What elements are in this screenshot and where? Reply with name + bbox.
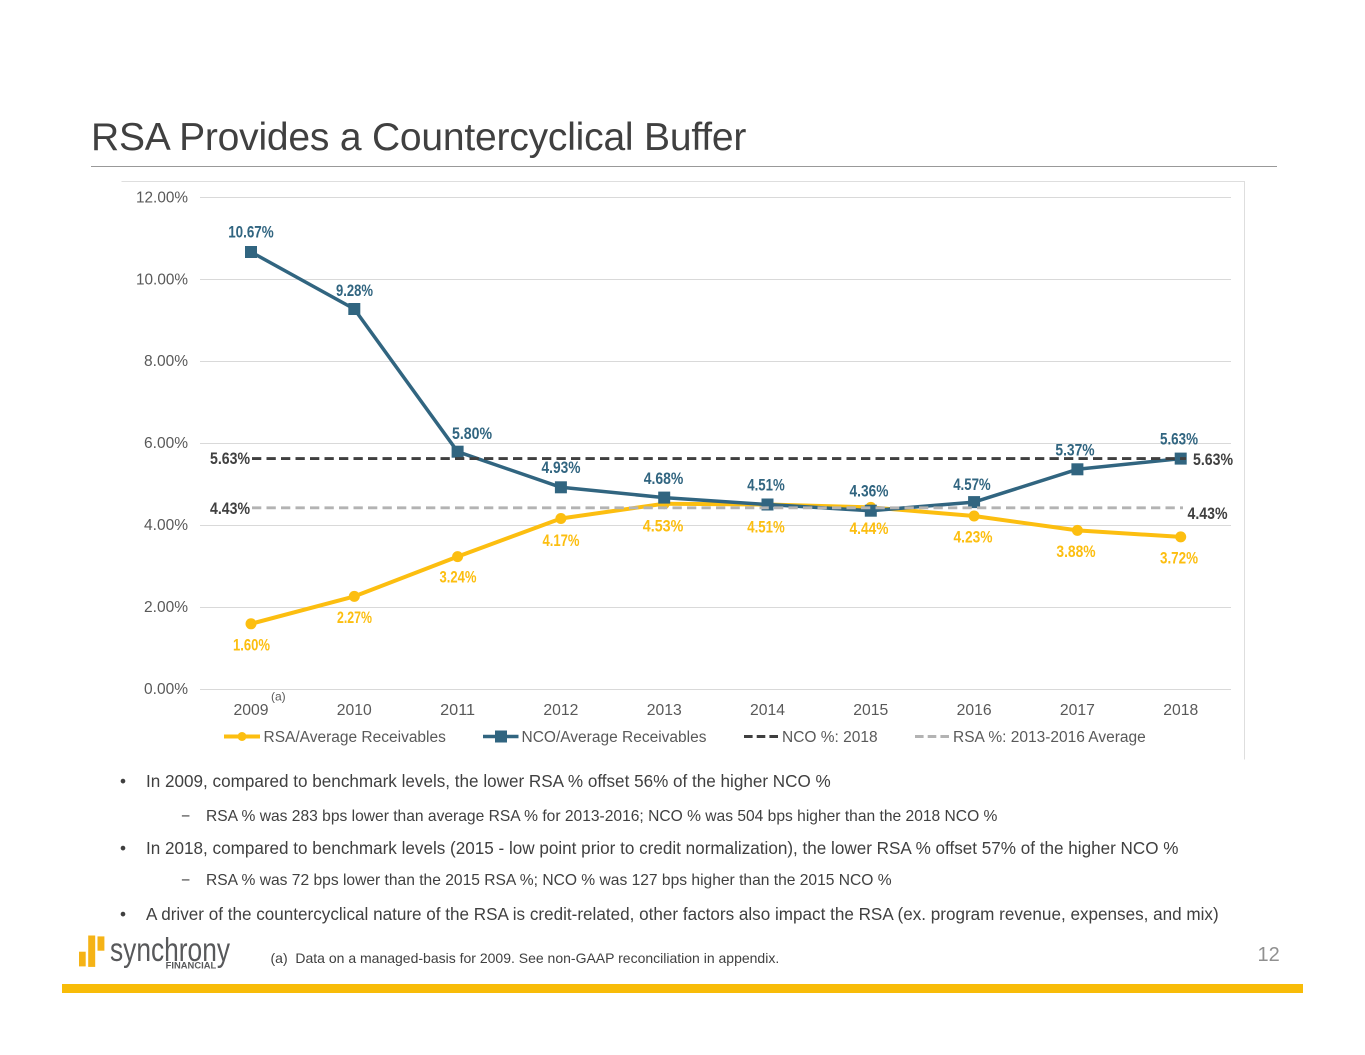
svg-text:3.88%: 3.88% xyxy=(1056,543,1095,561)
svg-text:synchrony: synchrony xyxy=(110,931,230,968)
svg-text:2018: 2018 xyxy=(1163,702,1198,719)
svg-text:6.00%: 6.00% xyxy=(144,435,188,452)
svg-text:9.28%: 9.28% xyxy=(336,282,373,300)
svg-text:4.51%: 4.51% xyxy=(747,477,785,495)
svg-text:(a): (a) xyxy=(271,690,286,704)
svg-text:4.53%: 4.53% xyxy=(643,517,684,535)
svg-text:4.43%: 4.43% xyxy=(210,500,250,518)
svg-text:2013: 2013 xyxy=(647,702,682,719)
svg-text:2011: 2011 xyxy=(440,702,475,719)
svg-text:1.60%: 1.60% xyxy=(233,637,270,655)
svg-text:RSA/Average Receivables: RSA/Average Receivables xyxy=(264,729,447,746)
svg-text:4.00%: 4.00% xyxy=(144,517,188,534)
svg-text:2015: 2015 xyxy=(853,702,888,719)
svg-text:RSA %: 2013-2016 Average: RSA %: 2013-2016 Average xyxy=(953,729,1146,746)
svg-text:0.00%: 0.00% xyxy=(144,681,188,698)
svg-text:4.57%: 4.57% xyxy=(953,476,991,494)
svg-text:2010: 2010 xyxy=(337,702,372,719)
svg-text:5.63%: 5.63% xyxy=(210,450,250,468)
svg-text:2.27%: 2.27% xyxy=(337,609,372,627)
svg-text:4.36%: 4.36% xyxy=(850,483,889,501)
svg-text:4.51%: 4.51% xyxy=(747,519,785,537)
svg-text:2009: 2009 xyxy=(234,702,269,719)
svg-text:3.72%: 3.72% xyxy=(1160,549,1198,567)
svg-text:2.00%: 2.00% xyxy=(144,599,188,616)
svg-text:5.37%: 5.37% xyxy=(1055,442,1094,460)
svg-text:4.17%: 4.17% xyxy=(543,532,580,550)
svg-text:4.43%: 4.43% xyxy=(1188,505,1228,523)
svg-text:2012: 2012 xyxy=(543,702,578,719)
svg-text:10.00%: 10.00% xyxy=(136,271,188,288)
svg-text:3.24%: 3.24% xyxy=(440,569,477,587)
svg-text:2016: 2016 xyxy=(957,702,992,719)
svg-text:4.93%: 4.93% xyxy=(542,459,581,477)
svg-text:5.80%: 5.80% xyxy=(452,425,492,443)
svg-text:NCO %: 2018: NCO %: 2018 xyxy=(782,729,878,746)
svg-text:NCO/Average Receivables: NCO/Average Receivables xyxy=(522,729,707,746)
svg-text:4.68%: 4.68% xyxy=(644,470,684,488)
svg-text:5.63%: 5.63% xyxy=(1193,451,1233,469)
svg-text:2014: 2014 xyxy=(750,702,785,719)
svg-text:12.00%: 12.00% xyxy=(136,189,188,206)
svg-text:5.63%: 5.63% xyxy=(1160,431,1198,449)
svg-text:4.44%: 4.44% xyxy=(850,520,889,538)
svg-text:4.23%: 4.23% xyxy=(954,529,993,547)
svg-text:8.00%: 8.00% xyxy=(144,353,188,370)
svg-text:2017: 2017 xyxy=(1060,702,1095,719)
svg-text:10.67%: 10.67% xyxy=(228,224,274,242)
svg-text:FINANCIAL: FINANCIAL xyxy=(166,960,217,970)
